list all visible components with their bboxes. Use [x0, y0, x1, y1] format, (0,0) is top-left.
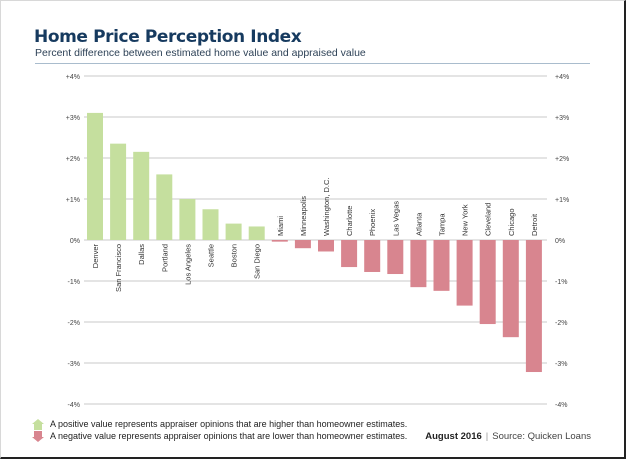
house-down-arrow-icon [32, 430, 44, 442]
y-tick-label-left: -2% [68, 320, 80, 327]
bar [87, 112, 103, 240]
y-tick-label-right: -4% [555, 402, 567, 409]
category-label: Portland [160, 244, 169, 272]
bar [294, 240, 311, 249]
category-label: Las Vegas [391, 201, 400, 236]
bar [364, 240, 381, 272]
y-tick-label-left: -4% [68, 402, 80, 409]
category-label: Chicago [507, 208, 516, 236]
y-tick-label-right: +2% [555, 156, 569, 163]
y-tick-label-right: +4% [555, 74, 569, 81]
category-label: Miami [276, 216, 285, 236]
legend-item-positive: A positive value represents appraiser op… [32, 418, 407, 430]
category-label: New York [461, 204, 470, 236]
footer-separator: | [485, 431, 489, 442]
bar [248, 226, 265, 240]
bar [387, 240, 404, 275]
category-label: San Diego [253, 244, 262, 279]
footer: August 2016 | Source: Quicken Loans [425, 431, 591, 442]
chart-subtitle: Percent difference between estimated hom… [35, 47, 366, 59]
bar [502, 240, 519, 338]
bar [225, 223, 242, 240]
category-label: Phoenix [368, 209, 377, 236]
footer-date: August 2016 [425, 431, 482, 442]
title-divider [35, 63, 590, 64]
bar [479, 240, 496, 325]
y-tick-label-left: -1% [68, 279, 80, 286]
y-tick-label-right: -1% [555, 279, 567, 286]
bar [318, 240, 334, 252]
bar [271, 240, 288, 242]
y-tick-label-right: -3% [555, 361, 567, 368]
category-label: Charlotte [345, 206, 354, 236]
bar [456, 240, 473, 306]
category-label: Cleveland [484, 203, 493, 236]
category-label: Minneapolis [299, 196, 308, 236]
y-tick-label-left: +1% [66, 197, 80, 204]
bar [156, 174, 173, 240]
chart-title: Home Price Perception Index [34, 27, 302, 47]
y-tick-label-left: +2% [66, 156, 80, 163]
category-label: Los Angeles [183, 244, 192, 285]
legend: A positive value represents appraiser op… [32, 418, 407, 442]
bar [410, 240, 427, 288]
legend-text-negative: A negative value represents appraiser op… [50, 431, 408, 441]
legend-item-negative: A negative value represents appraiser op… [32, 430, 407, 442]
bar [433, 240, 450, 291]
y-tick-label-left: +3% [66, 115, 80, 122]
category-label: Denver [91, 244, 100, 269]
category-label: San Francisco [114, 244, 123, 292]
y-tick-label-right: -2% [555, 320, 567, 327]
category-label: Atlanta [414, 212, 423, 236]
bar [202, 209, 219, 240]
legend-text-positive: A positive value represents appraiser op… [50, 419, 408, 429]
bar [110, 143, 127, 240]
bar [525, 240, 542, 373]
y-tick-label-left: -3% [68, 361, 80, 368]
y-tick-label-right: +3% [555, 115, 569, 122]
category-label: Washington, D.C. [322, 178, 331, 237]
footer-source: Source: Quicken Loans [492, 431, 591, 442]
bar [341, 240, 358, 268]
y-tick-label-right: 0% [555, 238, 565, 245]
bar [179, 199, 196, 240]
y-tick-label-right: +1% [555, 197, 569, 204]
category-label: Dallas [137, 244, 146, 265]
category-label: Detroit [530, 213, 539, 236]
y-tick-label-left: +4% [66, 74, 80, 81]
category-label: Boston [230, 244, 239, 267]
house-up-arrow-icon [32, 418, 44, 430]
y-tick-label-left: 0% [70, 238, 80, 245]
bar [133, 151, 150, 240]
category-label: Seattle [207, 244, 216, 267]
category-label: Tampa [438, 213, 447, 236]
